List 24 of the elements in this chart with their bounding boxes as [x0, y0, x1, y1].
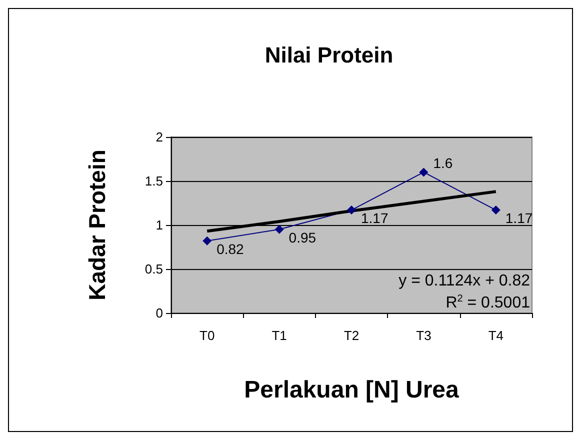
- data-label: 1.17: [505, 210, 533, 226]
- x-tick-label: T4: [488, 328, 504, 343]
- x-tick-label: T2: [344, 328, 360, 343]
- point: [274, 224, 284, 234]
- data-label: 0.95: [288, 229, 316, 246]
- x-tick-label: T3: [416, 328, 432, 343]
- annotation: y = 0.1124x + 0.82: [398, 272, 530, 290]
- y-tick-label: 2: [156, 130, 163, 144]
- y-tick-label: 0: [156, 306, 163, 320]
- x-tick-label: T0: [200, 328, 215, 343]
- point: [491, 206, 500, 215]
- data-label: 1.17: [361, 210, 388, 226]
- point: [419, 168, 428, 177]
- x-tick-label: T1: [272, 328, 287, 343]
- x-axis-title: Perlakuan [N] Urea: [244, 376, 460, 404]
- data-label: 0.82: [216, 240, 244, 257]
- point: [347, 206, 356, 215]
- point: [202, 236, 212, 246]
- chart-title: Nilai Protein: [264, 42, 394, 68]
- y-tick-label: 0.5: [144, 262, 163, 276]
- y-tick-label: 1: [156, 218, 163, 232]
- y-tick-label: 1.5: [144, 174, 163, 188]
- y-axis-title: Kadar Protein: [84, 150, 110, 300]
- data-label: 1.6: [433, 155, 453, 172]
